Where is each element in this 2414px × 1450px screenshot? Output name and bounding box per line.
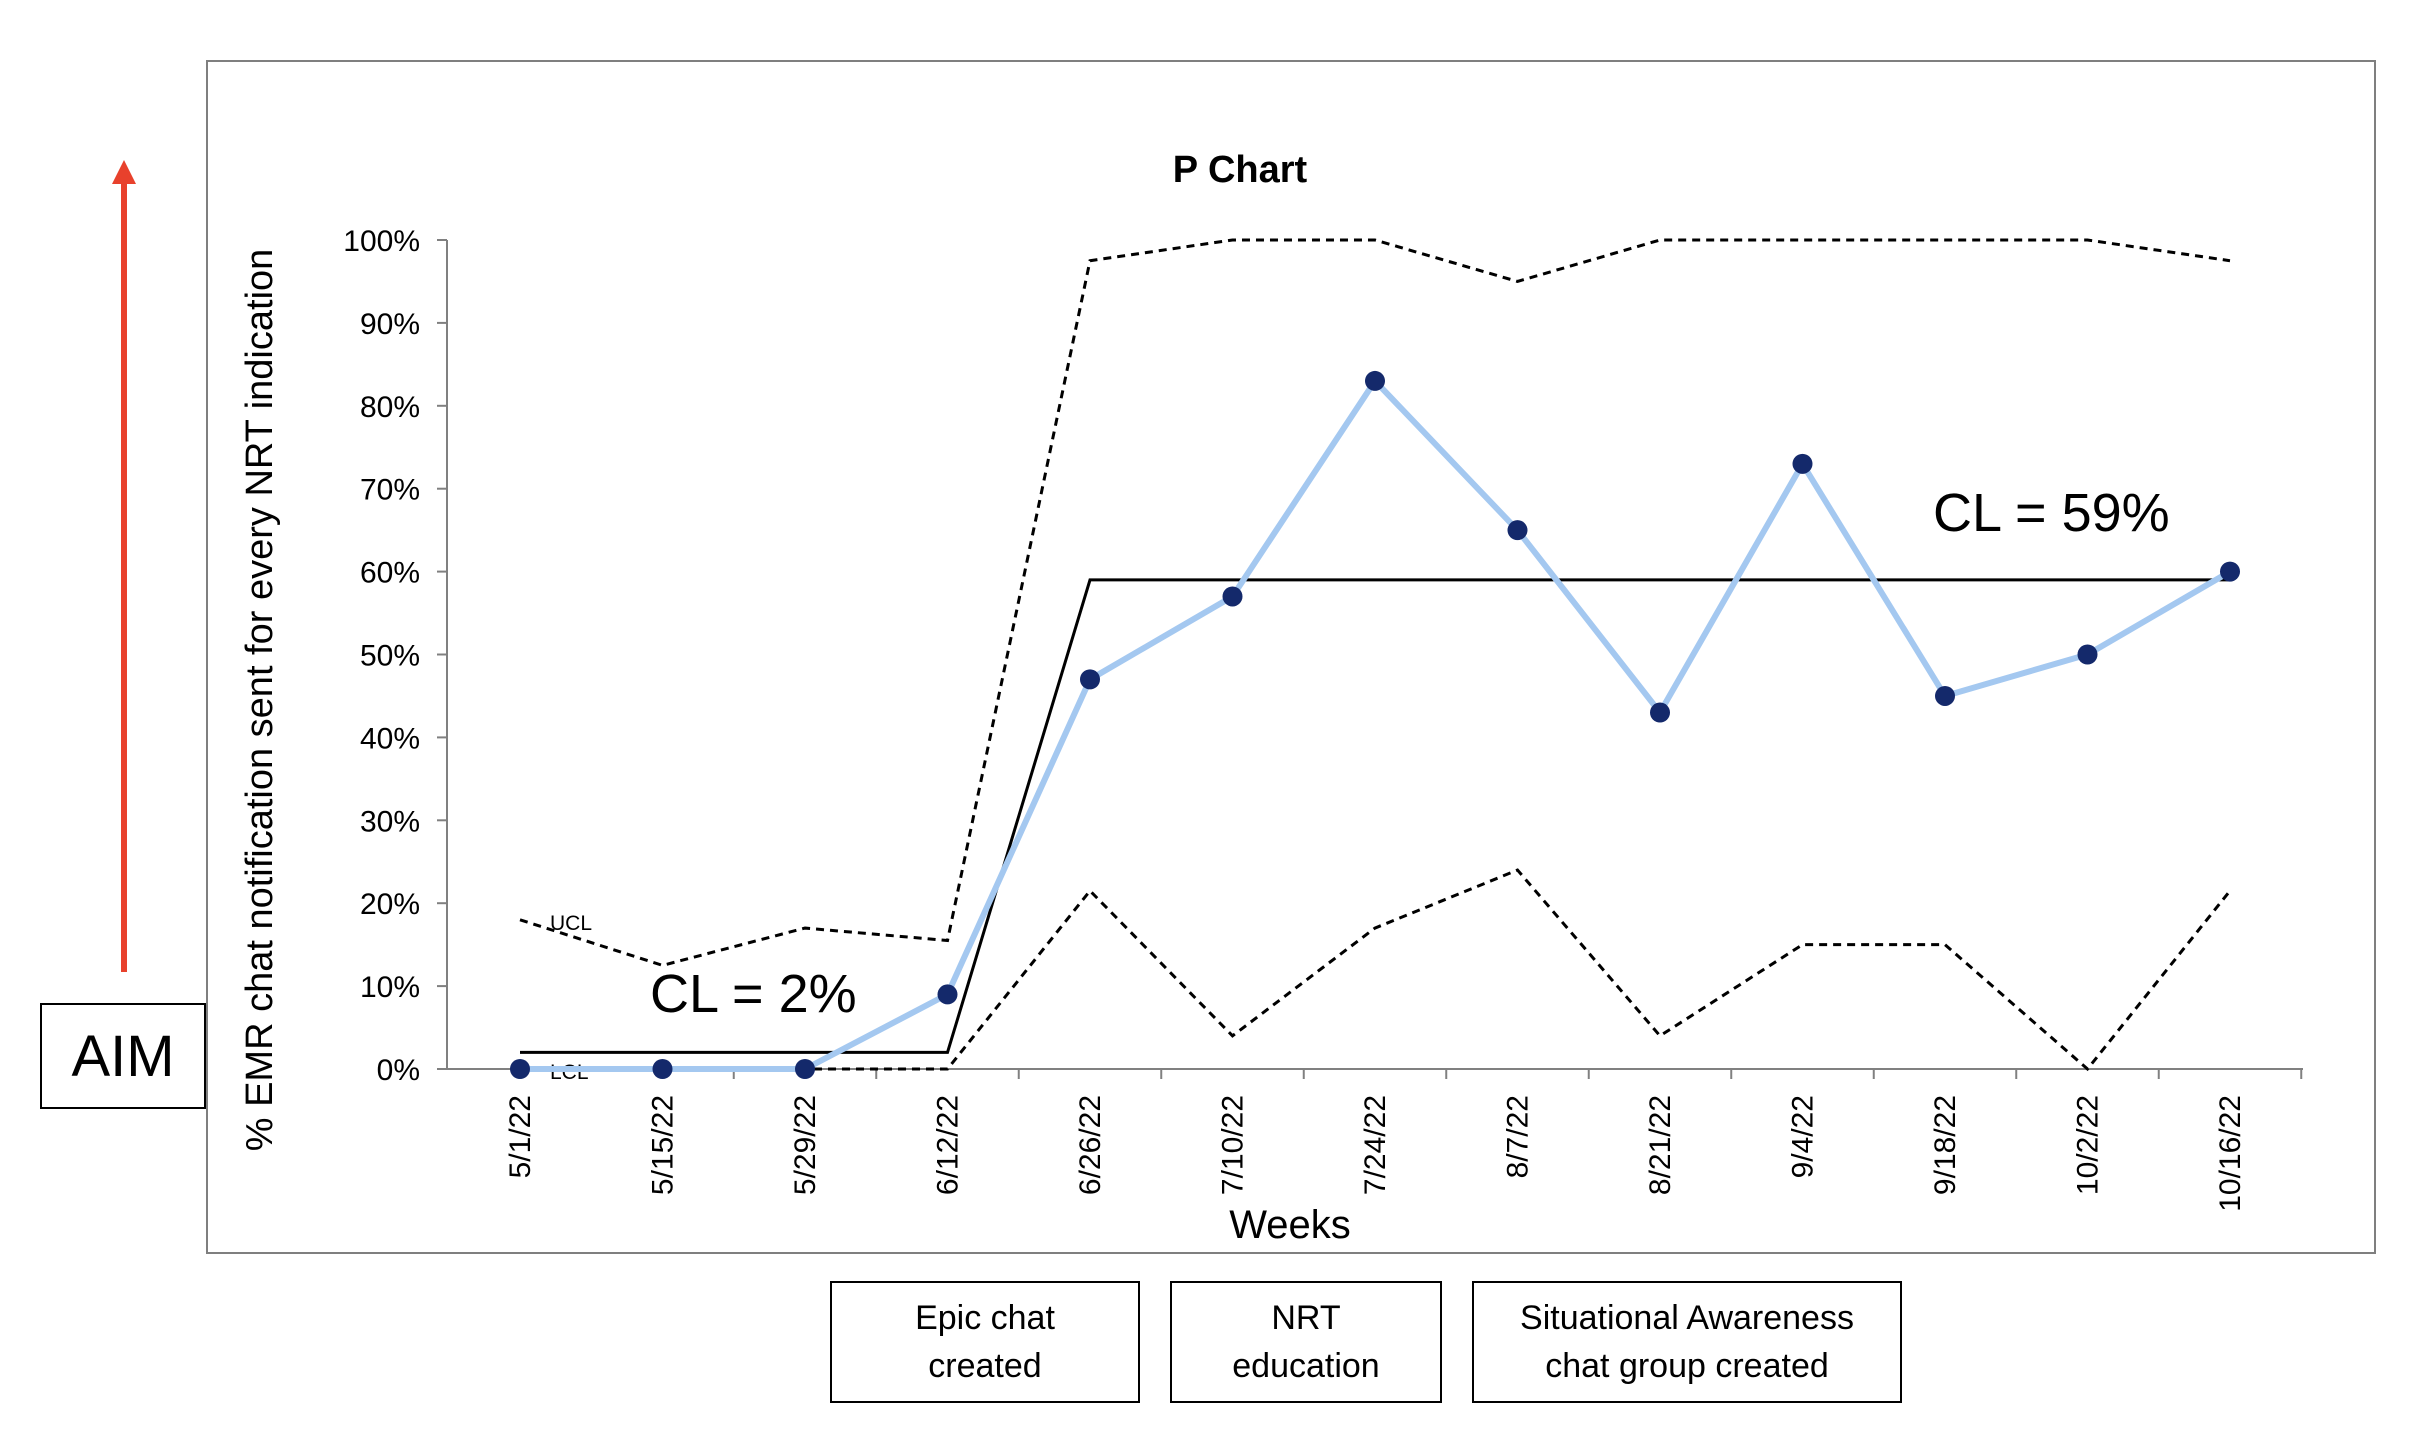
x-tick-label: 10/2/22: [2072, 1095, 2105, 1195]
x-tick-label: 9/4/22: [1787, 1095, 1820, 1178]
x-tick-label: 7/24/22: [1359, 1095, 1392, 1195]
chart-frame: [206, 60, 2376, 1254]
cl-annotation-high: CL = 59%: [1933, 483, 2170, 543]
y-tick-label: 0%: [377, 1054, 420, 1087]
y-tick-label: 90%: [360, 308, 420, 341]
y-tick-label: 50%: [360, 640, 420, 673]
data-point: [652, 1059, 673, 1079]
event-box-epic-chat: Epic chat created: [830, 1281, 1140, 1403]
event-label: NRT education: [1232, 1299, 1380, 1385]
ucl-line: [519, 238, 2231, 967]
data-point: [1222, 586, 1243, 607]
chart-title: P Chart: [1173, 149, 1308, 191]
data-point: [1650, 702, 1670, 723]
y-tick-label: 20%: [360, 888, 420, 921]
data-point: [2220, 561, 2240, 582]
center-line-path: [520, 578, 2230, 1054]
y-tick-label: 30%: [360, 805, 420, 838]
data-point: [1080, 669, 1100, 690]
cl-annotation-low: CL = 2%: [650, 964, 857, 1024]
x-tick-label: 8/7/22: [1502, 1095, 1535, 1178]
x-tick-label: 5/1/22: [504, 1095, 537, 1178]
data-point: [1935, 685, 1955, 706]
y-tick-label: 100%: [343, 225, 420, 258]
data-point: [1365, 370, 1385, 391]
event-box-nrt-education: NRT education: [1170, 1281, 1442, 1403]
data-point: [1507, 520, 1528, 541]
y-axis: 0% 10% 20% 30% 40% 50% 60% 70% 80% 90% 100%: [343, 225, 448, 1087]
lcl-label: LCL: [550, 1061, 589, 1084]
x-tick-label: 6/12/22: [932, 1095, 965, 1195]
y-tick-label: 10%: [360, 971, 420, 1004]
x-axis-label: Weeks: [1229, 1203, 1351, 1247]
data-series: [510, 370, 2240, 1079]
x-tick-label: 6/26/22: [1074, 1095, 1107, 1195]
y-tick-label: 70%: [360, 474, 420, 507]
event-box-situational-awareness: Situational Awareness chat group created: [1472, 1281, 1902, 1403]
data-point: [937, 984, 958, 1005]
x-tick-label: 8/21/22: [1644, 1095, 1677, 1195]
y-tick-label: 80%: [360, 391, 420, 424]
data-point: [2077, 644, 2098, 665]
x-tick-label: 9/18/22: [1929, 1095, 1962, 1195]
event-label: Epic chat created: [915, 1299, 1055, 1385]
event-label: Situational Awareness chat group created: [1520, 1299, 1854, 1385]
control-limits: UCL LCL: [519, 238, 2232, 1085]
x-axis: 5/1/22 5/15/22 5/29/22 6/12/22 6/26/22 7/10/2…: [447, 1068, 2303, 1212]
data-point: [1792, 453, 1813, 474]
ucl-label: UCL: [550, 912, 592, 935]
x-tick-label: 10/16/22: [2214, 1095, 2247, 1212]
aim-label: AIM: [71, 1023, 175, 1089]
y-tick-label: 40%: [360, 722, 420, 755]
aim-arrow-icon: [112, 160, 136, 972]
x-tick-label: 5/29/22: [789, 1095, 822, 1195]
y-axis-label: % EMR chat notification sent for every N…: [239, 249, 281, 1152]
y-tick-label: 60%: [360, 557, 420, 590]
center-line: [520, 578, 2230, 1054]
x-tick-label: 5/15/22: [647, 1095, 680, 1195]
data-point: [795, 1059, 815, 1079]
data-point: [510, 1059, 530, 1079]
x-tick-label: 7/10/22: [1217, 1095, 1250, 1195]
aim-box: AIM: [40, 1003, 206, 1109]
